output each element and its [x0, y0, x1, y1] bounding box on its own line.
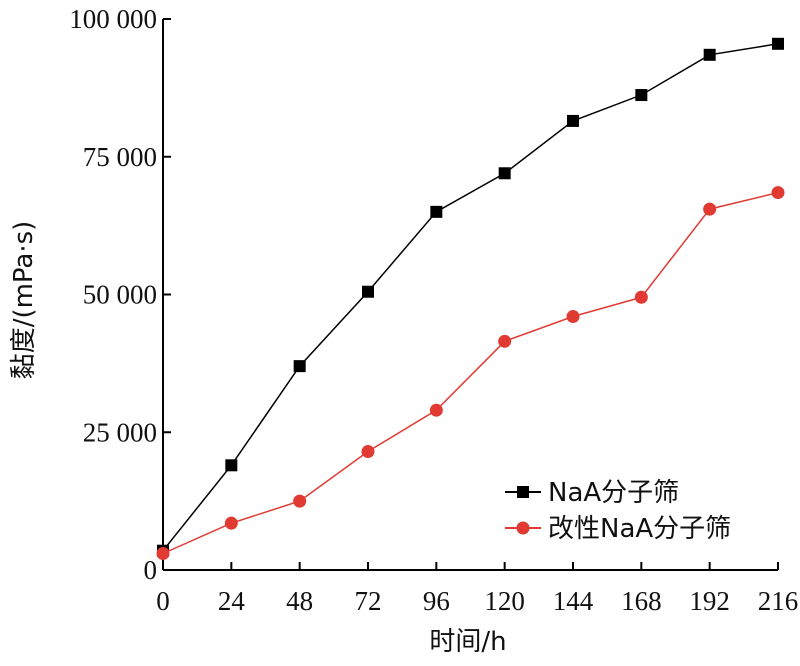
legend-marker-circle — [516, 521, 530, 535]
x-tick-label: 144 — [553, 586, 594, 616]
data-point-circle — [703, 202, 717, 216]
data-point-square — [498, 167, 511, 180]
x-axis-title: 时间/h — [429, 627, 506, 657]
data-point-circle — [566, 310, 580, 324]
data-point-square — [225, 459, 238, 472]
series-2-line — [162, 191, 779, 555]
y-tick-label: 50 000 — [83, 280, 157, 310]
y-tick-label: 25 000 — [83, 417, 157, 447]
x-tick-label: 0 — [156, 586, 170, 616]
x-tick-label: 120 — [484, 586, 525, 616]
data-point-circle — [293, 494, 307, 508]
series-1-line — [162, 43, 779, 552]
x-tick-label: 168 — [621, 586, 662, 616]
x-tick-label: 216 — [758, 586, 799, 616]
data-point-square — [362, 285, 374, 298]
legend-label-naa: NaA分子筛 — [548, 478, 679, 508]
series-1 — [157, 37, 784, 557]
legend: NaA分子筛 改性NaA分子筛 — [505, 478, 731, 544]
y-tick-label: 100 000 — [69, 4, 157, 34]
data-point-circle — [224, 516, 238, 530]
axes — [162, 19, 778, 571]
data-point-square — [293, 360, 306, 373]
data-point-circle — [634, 290, 648, 304]
x-tick-label: 96 — [423, 586, 450, 616]
data-point-circle — [156, 546, 170, 560]
legend-marker-square — [517, 486, 529, 498]
y-axis-ticks: 0 25 000 50 000 75 000 100 000 — [69, 4, 171, 585]
data-point-square — [772, 37, 784, 50]
legend-item-naa: NaA分子筛 — [505, 478, 679, 508]
x-tick-label: 24 — [218, 586, 246, 616]
x-axis-ticks: 0 24 48 72 96 120 144 168 192 216 — [156, 562, 798, 616]
series-layer — [156, 37, 785, 560]
data-point-square — [635, 89, 648, 102]
data-point-square — [567, 114, 579, 127]
legend-label-modified-naa: 改性NaA分子筛 — [548, 514, 731, 544]
x-tick-label: 192 — [689, 586, 730, 616]
y-tick-label: 75 000 — [83, 142, 157, 172]
data-point-circle — [429, 403, 443, 417]
y-tick-label: 0 — [144, 555, 158, 585]
data-point-square — [430, 205, 443, 218]
data-point-circle — [361, 445, 375, 459]
series-2 — [156, 186, 785, 560]
y-axis-title: 黏度/(mPa·s) — [9, 221, 39, 380]
x-tick-label: 72 — [355, 586, 382, 616]
data-point-circle — [771, 186, 785, 200]
data-point-square — [703, 48, 716, 61]
data-point-circle — [498, 334, 512, 348]
x-tick-label: 48 — [286, 586, 313, 616]
legend-item-modified-naa: 改性NaA分子筛 — [505, 514, 731, 544]
